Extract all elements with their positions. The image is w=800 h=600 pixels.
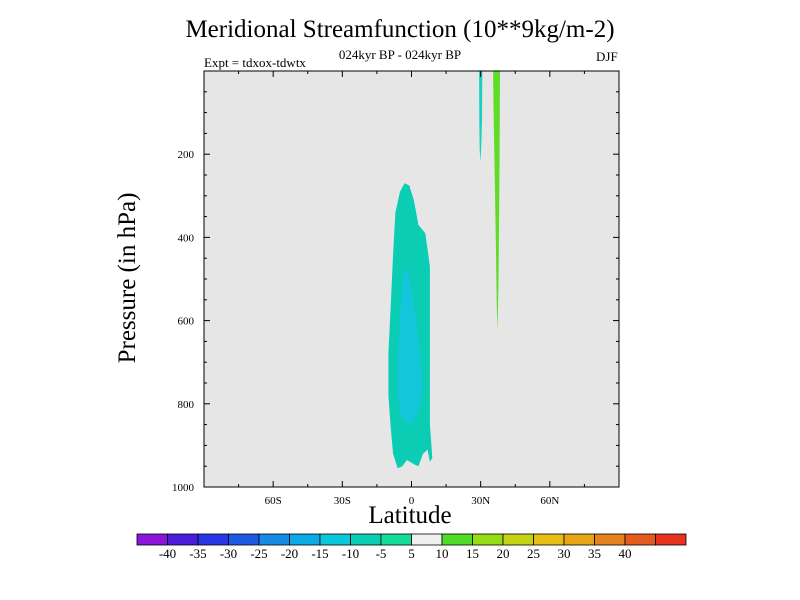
colorbar-label: 20 [497, 546, 510, 561]
colorbar-label: -30 [220, 546, 237, 561]
colorbar-label: -25 [250, 546, 267, 561]
contour-jet-30n [479, 71, 483, 162]
x-tick-label: 60N [540, 495, 559, 507]
chart-subtitle: 024kyr BP - 024kyr BP [338, 47, 462, 62]
colorbar-swatch [502, 533, 534, 546]
contour-jet-37n [493, 71, 500, 331]
colorbar-swatch [289, 533, 321, 546]
season-label: DJF [596, 49, 618, 64]
chart-title: Meridional Streamfunction (10**9kg/m-2) [185, 16, 615, 43]
experiment-label: Expt = tdxox-tdwtx [204, 55, 306, 70]
colorbar-label: 15 [466, 546, 479, 561]
colorbar-label: -20 [281, 546, 298, 561]
colorbar-swatch [167, 533, 199, 546]
colorbar-swatch [136, 533, 168, 546]
colorbar-label: 25 [527, 546, 540, 561]
colorbar-label: 35 [588, 546, 601, 561]
x-tick-label: 30N [471, 495, 490, 507]
y-tick-label: 600 [178, 316, 195, 328]
colorbar-label: 30 [558, 546, 571, 561]
colorbar-swatch [228, 533, 260, 546]
colorbar-swatch [350, 533, 382, 546]
colorbar-swatch [472, 533, 504, 546]
colorbar-label: -10 [342, 546, 359, 561]
colorbar-label: 40 [619, 546, 632, 561]
colorbar-label: -40 [159, 546, 176, 561]
x-tick-label: 0 [409, 495, 415, 507]
x-tick-label: 60S [265, 495, 282, 507]
colorbar-swatch [197, 533, 229, 546]
colorbar-swatch [533, 533, 565, 546]
colorbar-swatch [319, 533, 351, 546]
colorbar-label: -15 [311, 546, 328, 561]
colorbar-swatch [624, 533, 656, 546]
y-tick-label: 400 [178, 232, 195, 244]
colorbar-swatch [441, 533, 473, 546]
colorbar-swatch [655, 533, 687, 546]
colorbar-swatch [380, 533, 412, 546]
y-tick-label: 800 [178, 399, 195, 411]
contour-eq-inner [397, 266, 423, 425]
colorbar-label: 5 [408, 546, 415, 561]
colorbar-swatch [411, 533, 443, 546]
y-tick-label: 1000 [172, 482, 195, 494]
colorbar-swatch [563, 533, 595, 546]
colorbar-swatch [258, 533, 290, 546]
colorbar-label: -5 [376, 546, 387, 561]
x-tick-label: 30S [334, 495, 351, 507]
x-axis-label: Latitude [368, 502, 452, 529]
colorbar-label: 10 [436, 546, 449, 561]
colorbar-swatch [594, 533, 626, 546]
y-tick-label: 200 [178, 149, 195, 161]
colorbar-label: -35 [189, 546, 206, 561]
